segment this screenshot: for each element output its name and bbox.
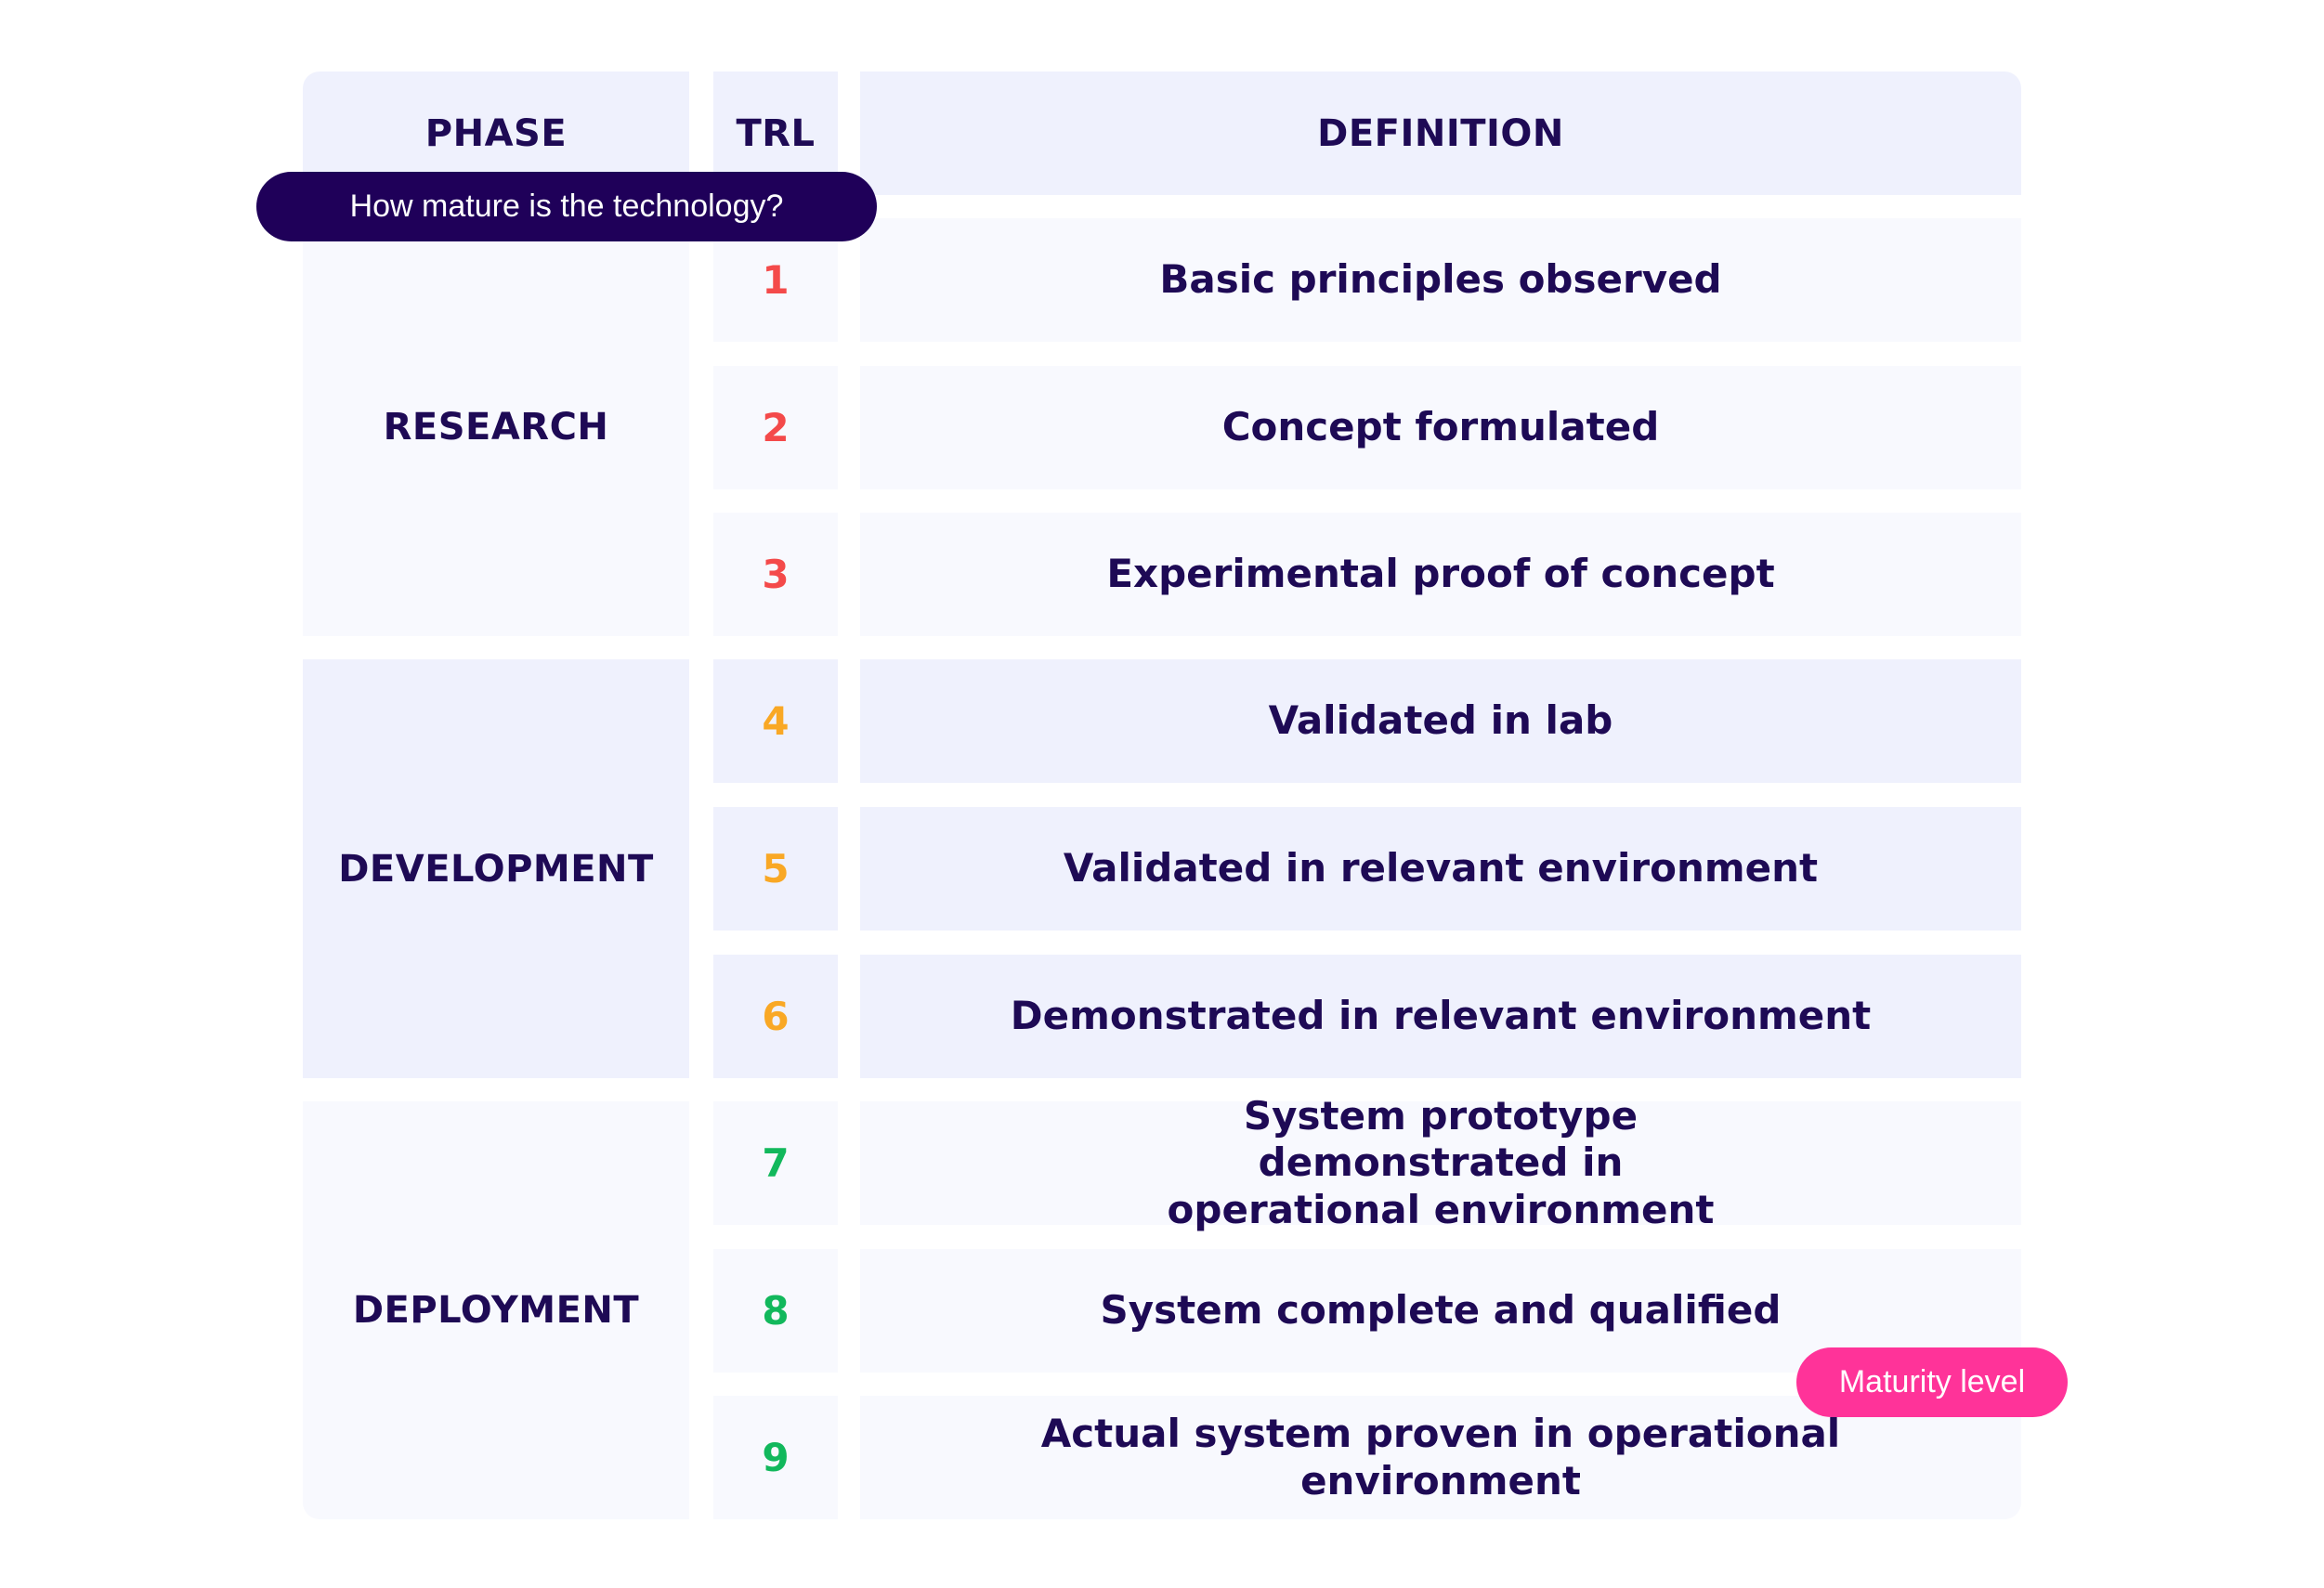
trl-level-4: 4 <box>713 659 838 783</box>
maturity-level-pill: Maturity level <box>1796 1347 2068 1417</box>
trl-level-2: 2 <box>713 366 838 489</box>
trl-level-5: 5 <box>713 807 838 931</box>
definition-level-4: Validated in lab <box>860 659 2021 783</box>
phase-research: RESEARCH <box>303 218 689 636</box>
question-pill: How mature is the technology? <box>256 172 877 241</box>
trl-level-8: 8 <box>713 1249 838 1373</box>
trl-level-7: 7 <box>713 1101 838 1225</box>
trl-level-3: 3 <box>713 513 838 636</box>
trl-level-9: 9 <box>713 1396 838 1519</box>
definition-level-2: Concept formulated <box>860 366 2021 489</box>
definition-level-3: Experimental proof of concept <box>860 513 2021 636</box>
definition-level-6: Demonstrated in relevant environment <box>860 955 2021 1078</box>
phase-deployment: DEPLOYMENT <box>303 1101 689 1519</box>
definition-level-1: Basic principles observed <box>860 218 2021 342</box>
definition-level-7: System prototype demonstrated in operati… <box>860 1093 2021 1232</box>
definition-level-5: Validated in relevant environment <box>860 807 2021 931</box>
header-definition: DEFINITION <box>860 72 2021 195</box>
phase-development: DEVELOPMENT <box>303 659 689 1078</box>
trl-level-6: 6 <box>713 955 838 1078</box>
